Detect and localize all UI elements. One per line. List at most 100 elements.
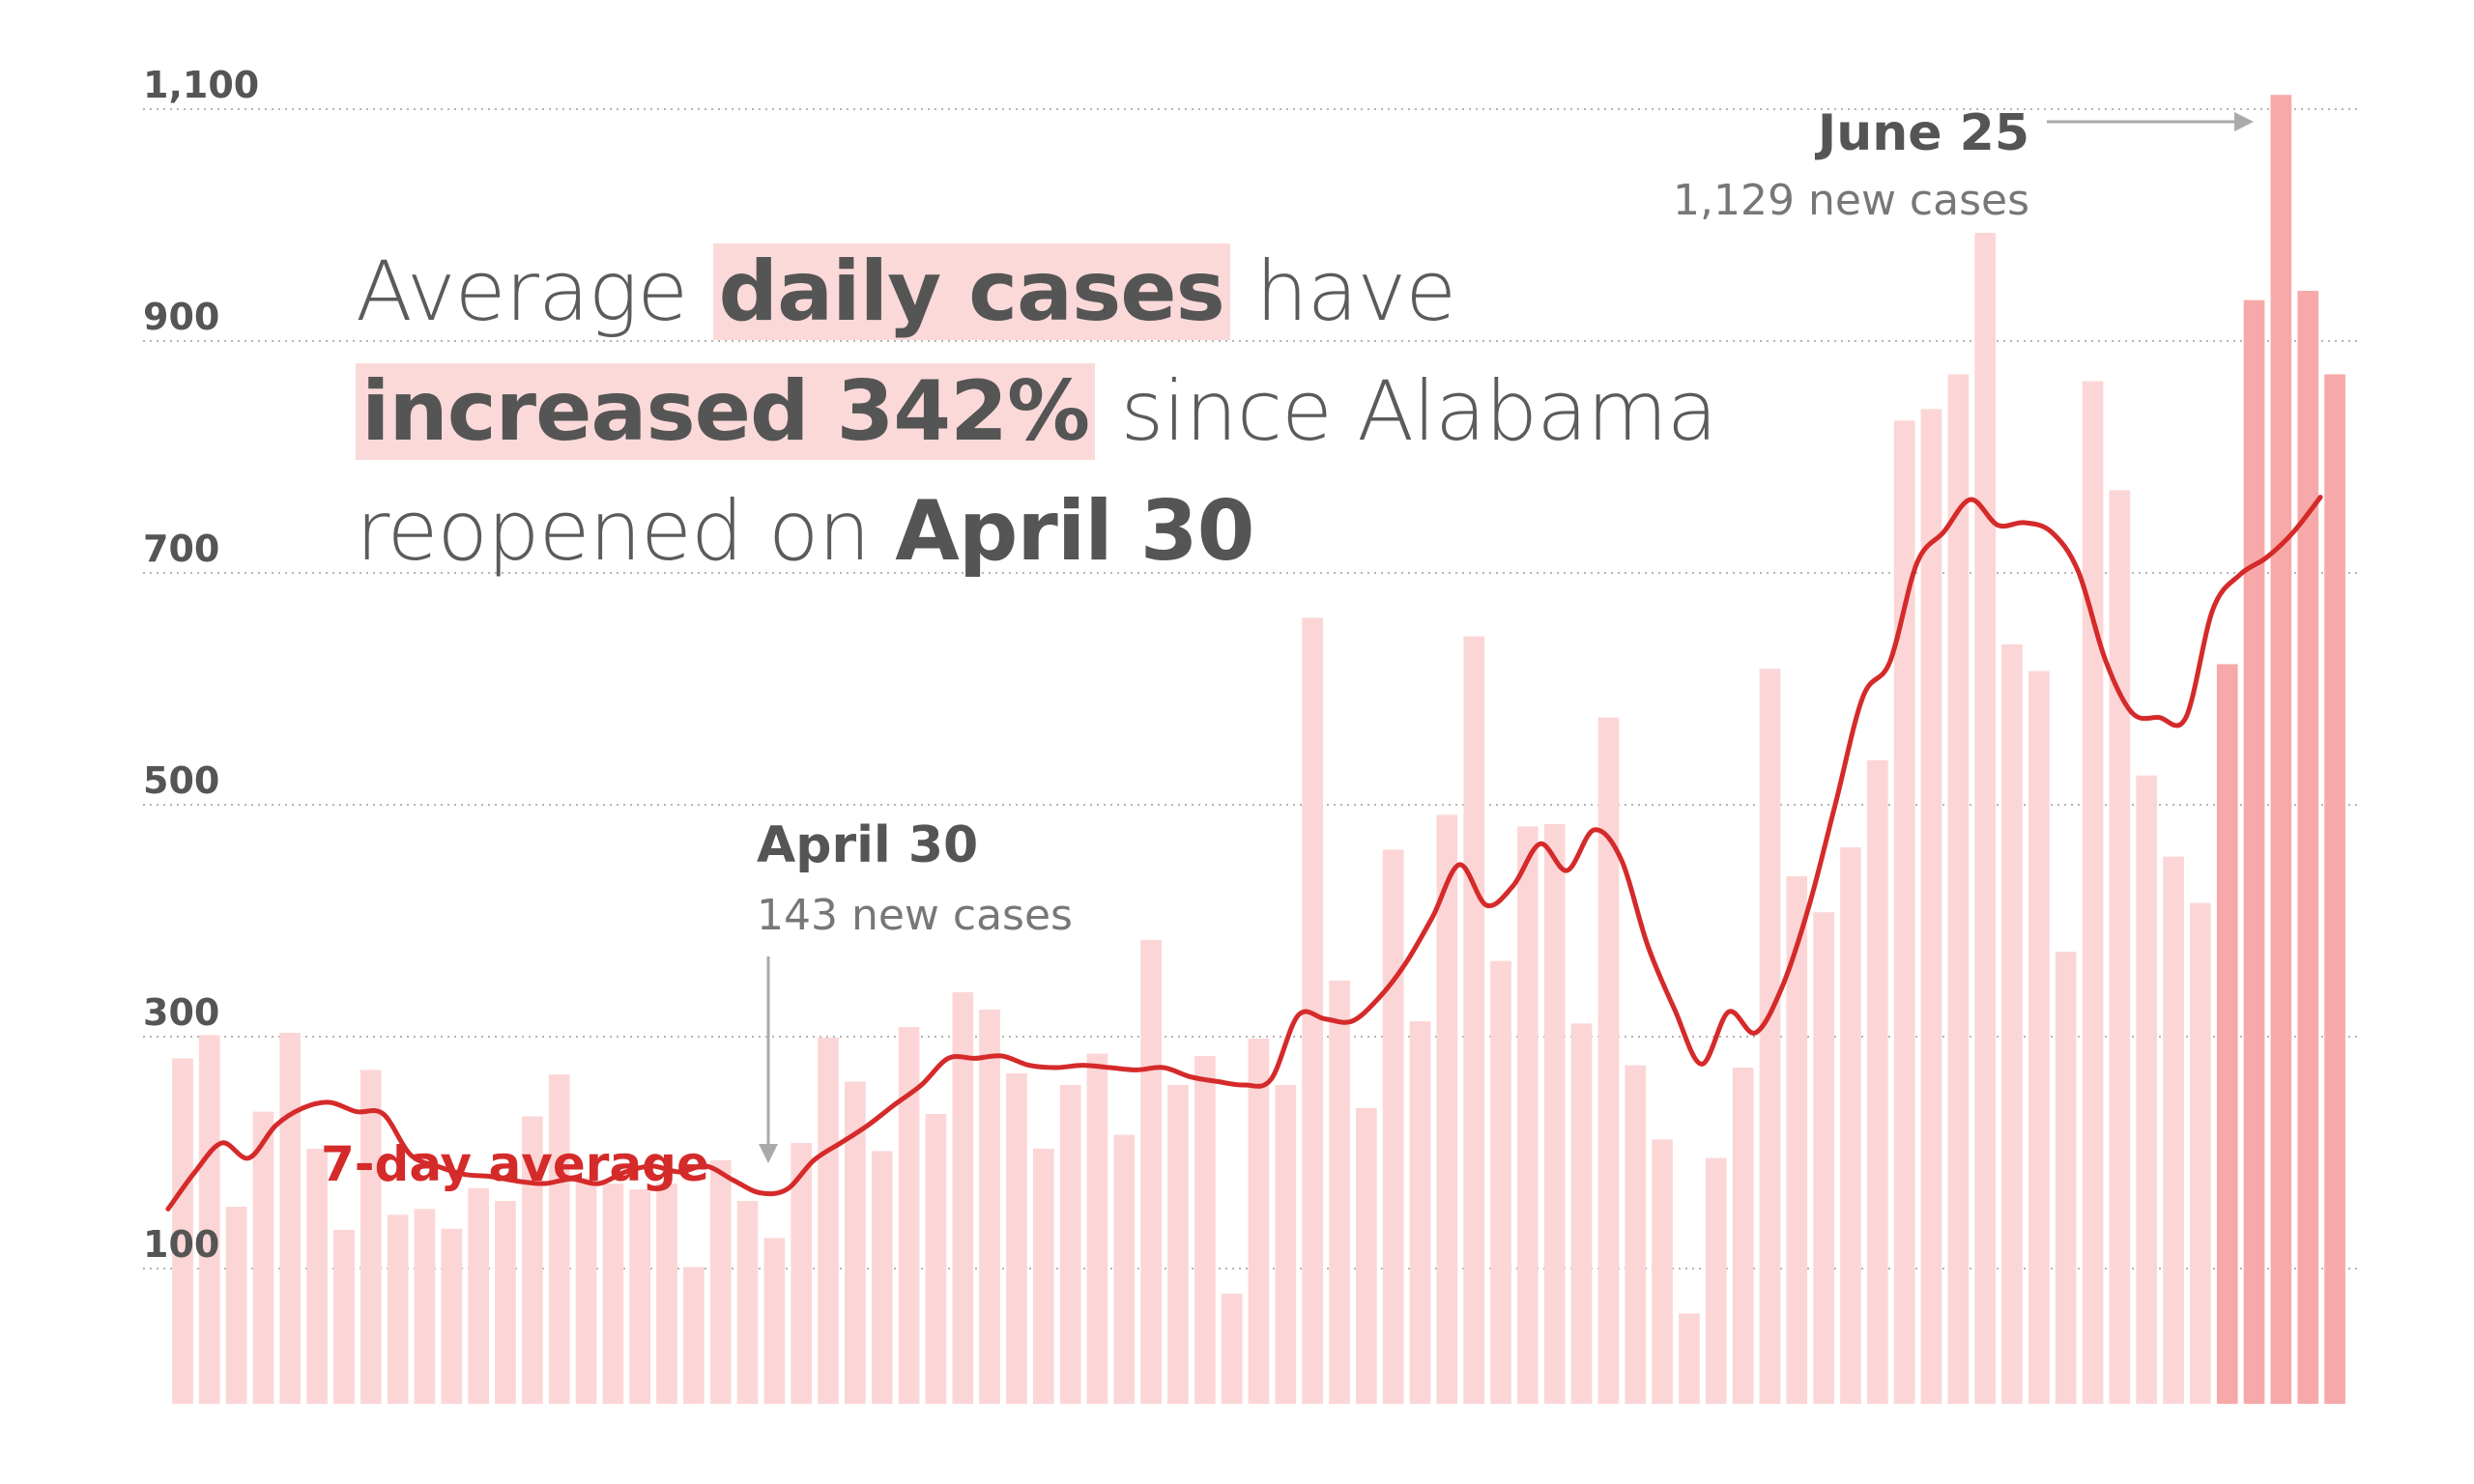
- headline-line-1: Average daily cases have: [356, 232, 1805, 352]
- bar: [979, 1010, 1000, 1404]
- bar: [845, 1081, 866, 1404]
- bar: [1463, 636, 1485, 1404]
- average-line: [165, 495, 2323, 1212]
- bar: [763, 1238, 786, 1404]
- bar: [818, 1037, 839, 1404]
- bar: [2136, 775, 2157, 1404]
- bar: [1893, 420, 1915, 1404]
- bar: [1543, 824, 1566, 1404]
- bar: [925, 1114, 947, 1404]
- y-tick-label: 700: [143, 528, 219, 570]
- bar: [1194, 1056, 1216, 1404]
- bar: [495, 1201, 516, 1404]
- bar: [1409, 1021, 1431, 1404]
- bar: [1113, 1134, 1136, 1404]
- headline-line-3: reopened on April 30: [356, 471, 1805, 591]
- headline-bold-date: April 30: [895, 483, 1254, 580]
- bar: [1625, 1065, 1647, 1404]
- bar: [198, 1035, 220, 1404]
- bar: [1759, 669, 1781, 1404]
- bar: [1517, 826, 1539, 1404]
- bar: [2297, 291, 2319, 1404]
- bar: [1221, 1294, 1243, 1404]
- y-tick-label: 300: [143, 991, 219, 1034]
- bar: [1006, 1073, 1027, 1404]
- bar: [1382, 849, 1404, 1404]
- bar: [1652, 1139, 1673, 1404]
- bar: [1813, 912, 1834, 1404]
- bar: [468, 1187, 489, 1404]
- bar: [736, 1201, 759, 1404]
- bar: [709, 1160, 732, 1404]
- bar: [575, 1178, 597, 1404]
- bar: [602, 1184, 624, 1404]
- bar: [1920, 409, 1942, 1404]
- annotation-june25-subtitle: 1,129 new cases: [1673, 176, 2029, 225]
- bar: [1140, 940, 1162, 1404]
- bar: [1679, 1313, 1700, 1404]
- bar: [2243, 300, 2265, 1405]
- bar: [2190, 902, 2211, 1404]
- bar: [683, 1267, 705, 1404]
- bar: [2082, 381, 2104, 1405]
- y-tick-label: 100: [143, 1223, 219, 1266]
- bar: [898, 1027, 920, 1404]
- headline: Average daily cases have increased 342% …: [356, 232, 1805, 591]
- bar: [2055, 952, 2077, 1404]
- annotation-june25: June 25 1,129 new cases: [1673, 104, 2254, 225]
- headline-text-3: since Alabama: [1095, 363, 1717, 460]
- bar: [1356, 1108, 1377, 1404]
- headline-highlight-2: increased 342%: [356, 363, 1096, 460]
- bar: [2324, 374, 2345, 1404]
- y-axis: 100 300 500 700 900 1,100: [143, 64, 259, 1266]
- bar: [1840, 847, 1861, 1404]
- y-tick-label: 500: [143, 759, 219, 802]
- bar: [2109, 490, 2131, 1404]
- annotation-april30-subtitle: 143 new cases: [757, 891, 1073, 940]
- bar: [1329, 981, 1350, 1404]
- bar: [1436, 814, 1458, 1404]
- bar: [360, 1070, 382, 1404]
- headline-text-4: reopened on: [356, 483, 896, 580]
- bar: [1786, 876, 1808, 1404]
- bar: [1974, 233, 1996, 1404]
- bar: [1059, 1085, 1081, 1404]
- bar: [1302, 617, 1323, 1404]
- bar: [306, 1149, 328, 1404]
- bar: [172, 1058, 193, 1404]
- bar: [2270, 95, 2292, 1405]
- bar: [441, 1228, 463, 1404]
- bar: [279, 1033, 302, 1404]
- average-label: 7-day average: [321, 1136, 709, 1192]
- bar: [1167, 1085, 1189, 1404]
- headline-highlight-1: daily cases: [712, 243, 1230, 340]
- bar: [414, 1209, 436, 1404]
- bar: [387, 1214, 409, 1404]
- bar: [2001, 644, 2023, 1404]
- y-tick-label: 900: [143, 296, 219, 338]
- bar: [1032, 1149, 1054, 1404]
- bar: [2216, 664, 2238, 1404]
- bar: [871, 1151, 893, 1404]
- bar: [1867, 760, 1888, 1404]
- y-tick-label: 1,100: [143, 64, 259, 106]
- bar: [656, 1184, 677, 1404]
- headline-line-2: increased 342% since Alabama: [356, 352, 1805, 471]
- annotation-april30-title: April 30: [757, 816, 978, 874]
- bar: [1732, 1068, 1754, 1404]
- bar: [1570, 1023, 1593, 1404]
- bar: [225, 1207, 247, 1404]
- bar: [1086, 1053, 1108, 1404]
- bar: [333, 1230, 355, 1404]
- bar: [2163, 856, 2184, 1404]
- bar: [548, 1074, 570, 1404]
- annotation-june25-arrowhead: [2234, 112, 2254, 131]
- bar: [1248, 1039, 1270, 1404]
- bar: [791, 1143, 813, 1404]
- bar: [1275, 1085, 1297, 1404]
- annotation-april30: April 30 143 new cases: [757, 816, 1073, 1163]
- annotation-april30-arrowhead: [759, 1144, 778, 1163]
- bar: [1947, 374, 1970, 1404]
- bar: [952, 992, 974, 1404]
